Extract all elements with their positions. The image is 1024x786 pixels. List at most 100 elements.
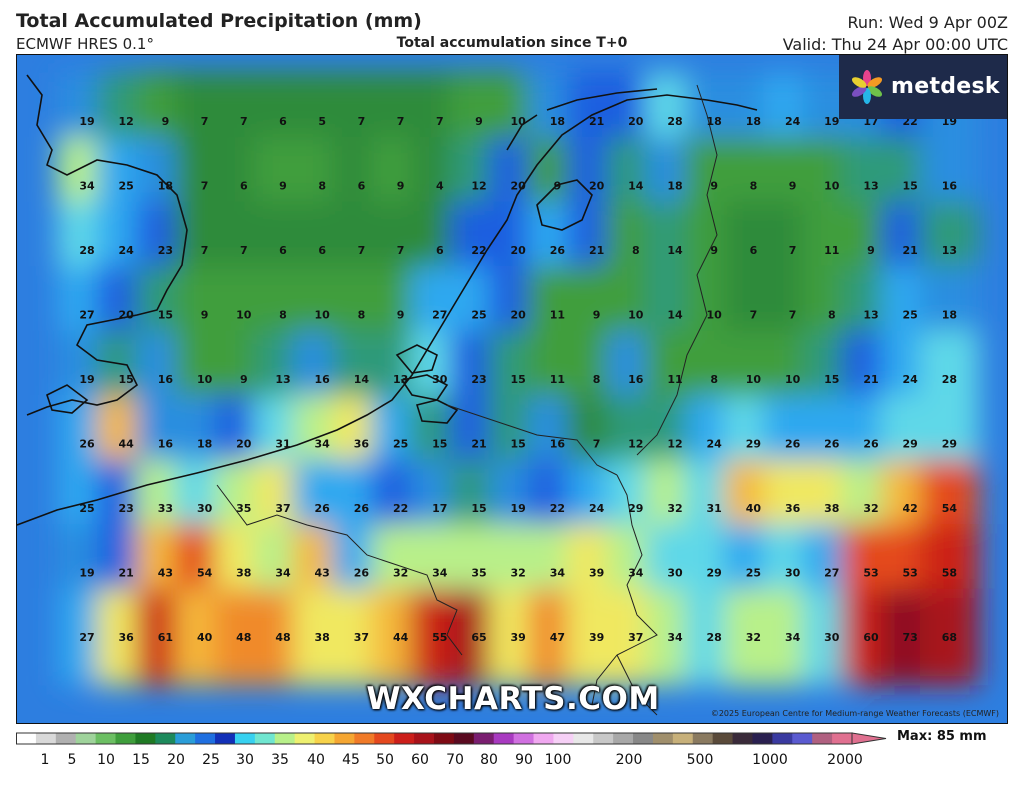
color-scale-segment <box>513 733 535 744</box>
grid-value-label: 27 <box>79 631 94 644</box>
color-scale-segment <box>175 733 196 744</box>
grid-value-label: 38 <box>824 502 839 515</box>
grid-value-label: 15 <box>119 373 134 386</box>
color-scale-segment <box>832 733 853 744</box>
precipitation-map[interactable]: 19 12 9 7 7 6 5 7 7 7 9 10 18 21 20 28 18 18 24 19 17 22 19 34 2… <box>16 54 1008 724</box>
color-scale-segment <box>155 733 176 744</box>
color-scale-segment <box>712 733 734 744</box>
grid-value-label: 15 <box>471 502 486 515</box>
grid-value-label: 29 <box>942 438 957 451</box>
color-scale-tick: 1 <box>40 752 50 768</box>
color-scale-tick: 50 <box>376 752 394 768</box>
grid-value-label: 10 <box>315 309 331 322</box>
grid-value-label: 36 <box>119 631 135 644</box>
grid-value-label: 21 <box>119 567 134 580</box>
grid-value-label: 65 <box>471 631 486 644</box>
grid-value-label: 34 <box>785 631 801 644</box>
grid-value-label: 11 <box>550 309 565 322</box>
color-scale-segment <box>493 733 515 744</box>
color-scale-tick: 60 <box>411 752 429 768</box>
grid-value-label: 36 <box>785 502 801 515</box>
grid-value-label: 68 <box>942 631 957 644</box>
grid-value-label: 30 <box>197 502 213 515</box>
coastline <box>17 74 758 526</box>
color-scale-tick: 5 <box>67 752 77 768</box>
color-scale-segment <box>95 733 117 744</box>
grid-value-label: 23 <box>471 373 486 386</box>
color-scale-segment <box>254 733 276 744</box>
grid-value-label: 7 <box>240 244 248 257</box>
grid-value-label: 32 <box>863 502 878 515</box>
grid-value-label: 23 <box>119 502 134 515</box>
color-scale-segment <box>274 733 296 744</box>
color-scale-tick: 10 <box>97 752 115 768</box>
grid-value-label: 24 <box>707 438 723 451</box>
color-scale-tick: 20 <box>167 752 185 768</box>
grid-value-label: 9 <box>867 244 875 257</box>
grid-value-label: 32 <box>667 502 682 515</box>
color-scale-tick: 1000 <box>752 752 788 768</box>
grid-value-label: 29 <box>707 567 722 580</box>
grid-value-label: 26 <box>315 502 331 515</box>
grid-value-label: 9 <box>397 180 405 193</box>
grid-value-label: 19 <box>824 115 839 128</box>
grid-value-label: 26 <box>354 567 370 580</box>
grid-value-label: 28 <box>79 244 94 257</box>
metdesk-logo[interactable]: metdesk <box>839 55 1007 119</box>
color-scale-segment <box>792 733 813 744</box>
grid-value-label: 31 <box>707 502 722 515</box>
grid-value-label: 24 <box>785 115 801 128</box>
grid-value-label: 10 <box>197 373 213 386</box>
color-scale-segment <box>752 733 773 744</box>
color-scale-segment <box>553 733 574 744</box>
color-scale-segment <box>414 733 435 744</box>
grid-value-label: 7 <box>593 438 601 451</box>
grid-value-label: 34 <box>432 567 448 580</box>
color-scale-segment <box>633 733 654 744</box>
grid-value-label: 18 <box>942 309 957 322</box>
grid-value-label: 20 <box>511 309 527 322</box>
grid-value-label: 13 <box>942 244 957 257</box>
grid-value-label: 12 <box>628 438 643 451</box>
grid-value-label: 26 <box>824 438 840 451</box>
grid-value-label: 18 <box>197 438 212 451</box>
grid-value-label: 11 <box>550 373 565 386</box>
grid-value-label: 19 <box>79 115 94 128</box>
grid-value-label: 5 <box>318 115 326 128</box>
grid-value-label: 13 <box>863 309 878 322</box>
color-scale-segment <box>473 733 495 744</box>
grid-value-label: 24 <box>119 244 135 257</box>
grid-value-label: 8 <box>358 309 366 322</box>
grid-value-label: 16 <box>628 373 644 386</box>
color-scale-tick: 200 <box>615 752 643 768</box>
grid-value-label: 32 <box>511 567 526 580</box>
grid-value-label: 26 <box>863 438 879 451</box>
wadden-islands <box>506 114 538 151</box>
grid-value-label: 30 <box>785 567 801 580</box>
grid-value-label: 17 <box>432 502 447 515</box>
color-scale-tick: 70 <box>446 752 464 768</box>
grid-value-label: 32 <box>746 631 761 644</box>
grid-value-label: 10 <box>707 309 723 322</box>
grid-value-label: 30 <box>432 373 448 386</box>
grid-value-label: 33 <box>158 502 173 515</box>
grid-value-label: 24 <box>903 373 919 386</box>
color-scale-bar <box>16 732 887 745</box>
grid-value-label: 58 <box>942 567 957 580</box>
color-scale-segment <box>453 733 475 744</box>
grid-value-label: 8 <box>279 309 287 322</box>
grid-value-label: 12 <box>667 438 682 451</box>
grid-value-label: 8 <box>750 180 758 193</box>
color-scale-segment <box>533 733 554 744</box>
grid-value-label: 8 <box>828 309 836 322</box>
grid-value-label: 34 <box>79 180 95 193</box>
grid-value-label: 9 <box>593 309 601 322</box>
grid-value-label: 22 <box>393 502 408 515</box>
grid-value-label: 15 <box>511 373 526 386</box>
valid-time-label: Valid: Thu 24 Apr 00:00 UTC <box>782 35 1008 54</box>
germany-border <box>591 474 658 706</box>
grid-value-label: 6 <box>240 180 248 193</box>
grid-value-label: 35 <box>471 567 486 580</box>
grid-value-label: 8 <box>632 244 640 257</box>
